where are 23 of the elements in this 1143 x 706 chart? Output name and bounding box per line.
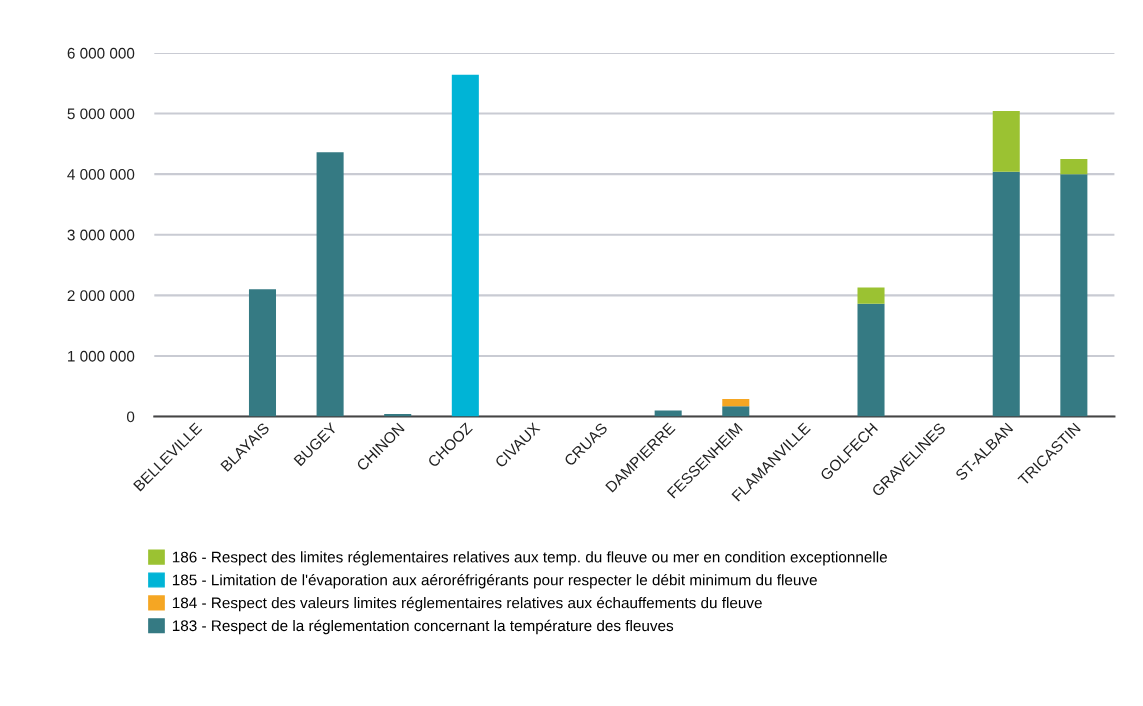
legend-label: 183 - Respect de la réglementation concernant la température des fleuves [172,619,674,635]
bar [992,111,1020,172]
bar [857,287,885,304]
bar [316,152,344,417]
bar [857,303,885,417]
y-tick-label: 6 000 000 [67,47,135,59]
legend-label: 184 - Respect des valeurs limites réglementaires relatives aux échauffements du fleuve [172,596,762,612]
y-tick-label: 3 000 000 [67,229,135,241]
bar [992,171,1020,417]
bar [1060,159,1088,175]
bar [248,289,277,417]
y-tick-label: 2 000 000 [67,290,135,302]
legend-label: 185 - Limitation de l'évaporation aux aéroréfrigérants pour respecter le débit minimum du fleuve [172,573,817,589]
bar [1060,174,1088,417]
bar [722,398,750,407]
legend-label: 186 - Respect des limites réglementaires relatives aux temp. du fleuve ou mer en condition exceptionnelle [172,551,887,566]
bar [654,410,682,417]
y-tick-label: 1 000 000 [68,350,135,362]
bar [722,406,750,417]
y-tick-label: 4 000 000 [67,169,135,180]
y-tick-label: 5 000 000 [67,108,135,120]
y-tick-label: 0 [126,411,135,423]
bar [451,74,479,417]
